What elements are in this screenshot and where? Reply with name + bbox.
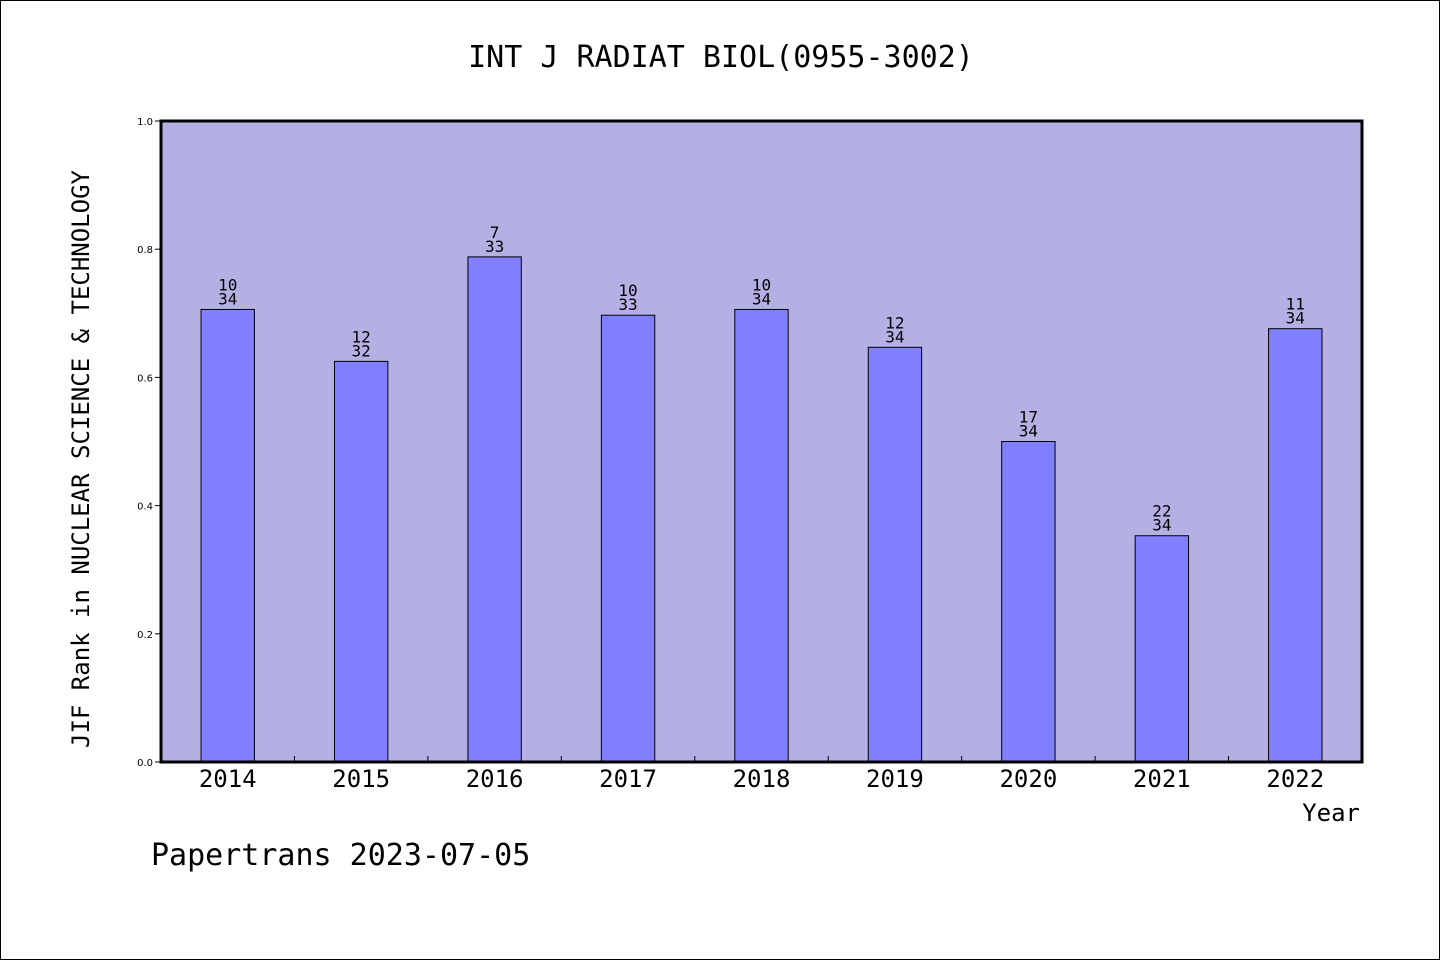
bar-rank-numerator: 10 <box>618 281 637 300</box>
y-axis-ticks: 0.0 0.2 0.4 0.6 0.8 1.0 <box>137 117 161 769</box>
x-axis-label: Year <box>1302 799 1360 827</box>
x-tick-label: 2016 <box>466 765 524 793</box>
chart-title: INT J RADIAT BIOL(0955-3002) <box>468 40 974 75</box>
x-tick-label: 2022 <box>1266 765 1324 793</box>
y-tick-label: 0.6 <box>137 373 153 384</box>
bar-2020 <box>1001 441 1056 763</box>
bar-2015 <box>333 360 389 763</box>
bar-rank-denominator: 34 <box>885 327 904 346</box>
bar-rank-numerator: 11 <box>1286 295 1305 314</box>
x-tick-label: 2015 <box>332 765 390 793</box>
footer-credit: Papertrans 2023-07-05 <box>151 838 530 873</box>
bar-rank-numerator: 12 <box>885 313 904 332</box>
y-tick-label: 0.0 <box>137 758 153 769</box>
bar-2017 <box>600 314 656 763</box>
bar-2016 <box>467 256 522 763</box>
x-tick-label: 2014 <box>199 765 257 793</box>
bar-rank-denominator: 34 <box>1152 516 1171 535</box>
x-tick-label: 2019 <box>866 765 924 793</box>
plot-frame <box>159 119 1364 764</box>
bar-series <box>200 256 1323 763</box>
bar-2019 <box>867 346 923 763</box>
bar-rank-denominator: 34 <box>1286 309 1305 328</box>
y-tick-label: 0.2 <box>137 630 153 641</box>
x-tick-label: 2018 <box>733 765 791 793</box>
bar-rank-denominator: 34 <box>752 289 771 308</box>
x-tick-label: 2017 <box>599 765 657 793</box>
x-tick-label: 2020 <box>999 765 1057 793</box>
y-axis-label: JIF Rank in NUCLEAR SCIENCE & TECHNOLOGY <box>67 169 95 748</box>
bar-rank-numerator: 10 <box>752 275 771 294</box>
bar-rank-numerator: 12 <box>352 327 371 346</box>
bar-rank-denominator: 33 <box>618 295 637 314</box>
bar-rank-numerator: 7 <box>490 223 500 242</box>
bar-rank-denominator: 34 <box>1019 422 1038 441</box>
bar-rank-denominator: 34 <box>218 289 237 308</box>
y-tick-label: 1.0 <box>137 117 153 128</box>
bar-2014 <box>200 308 255 763</box>
y-tick-label: 0.8 <box>137 245 153 256</box>
bar-rank-denominator: 32 <box>352 341 371 360</box>
bar-2018 <box>734 308 789 763</box>
bar-2021 <box>1134 535 1190 763</box>
bar-rank-numerator: 22 <box>1152 502 1171 521</box>
bar-rank-denominator: 33 <box>485 237 504 256</box>
bar-2022 <box>1268 328 1323 763</box>
bar-rank-numerator: 17 <box>1019 408 1038 427</box>
x-tick-label: 2021 <box>1133 765 1191 793</box>
bar-rank-numerator: 10 <box>218 275 237 294</box>
x-axis-ticks: 2014 2015 2016 2017 2018 2019 2020 2021 2022 <box>199 756 1324 793</box>
y-tick-label: 0.4 <box>137 502 153 513</box>
